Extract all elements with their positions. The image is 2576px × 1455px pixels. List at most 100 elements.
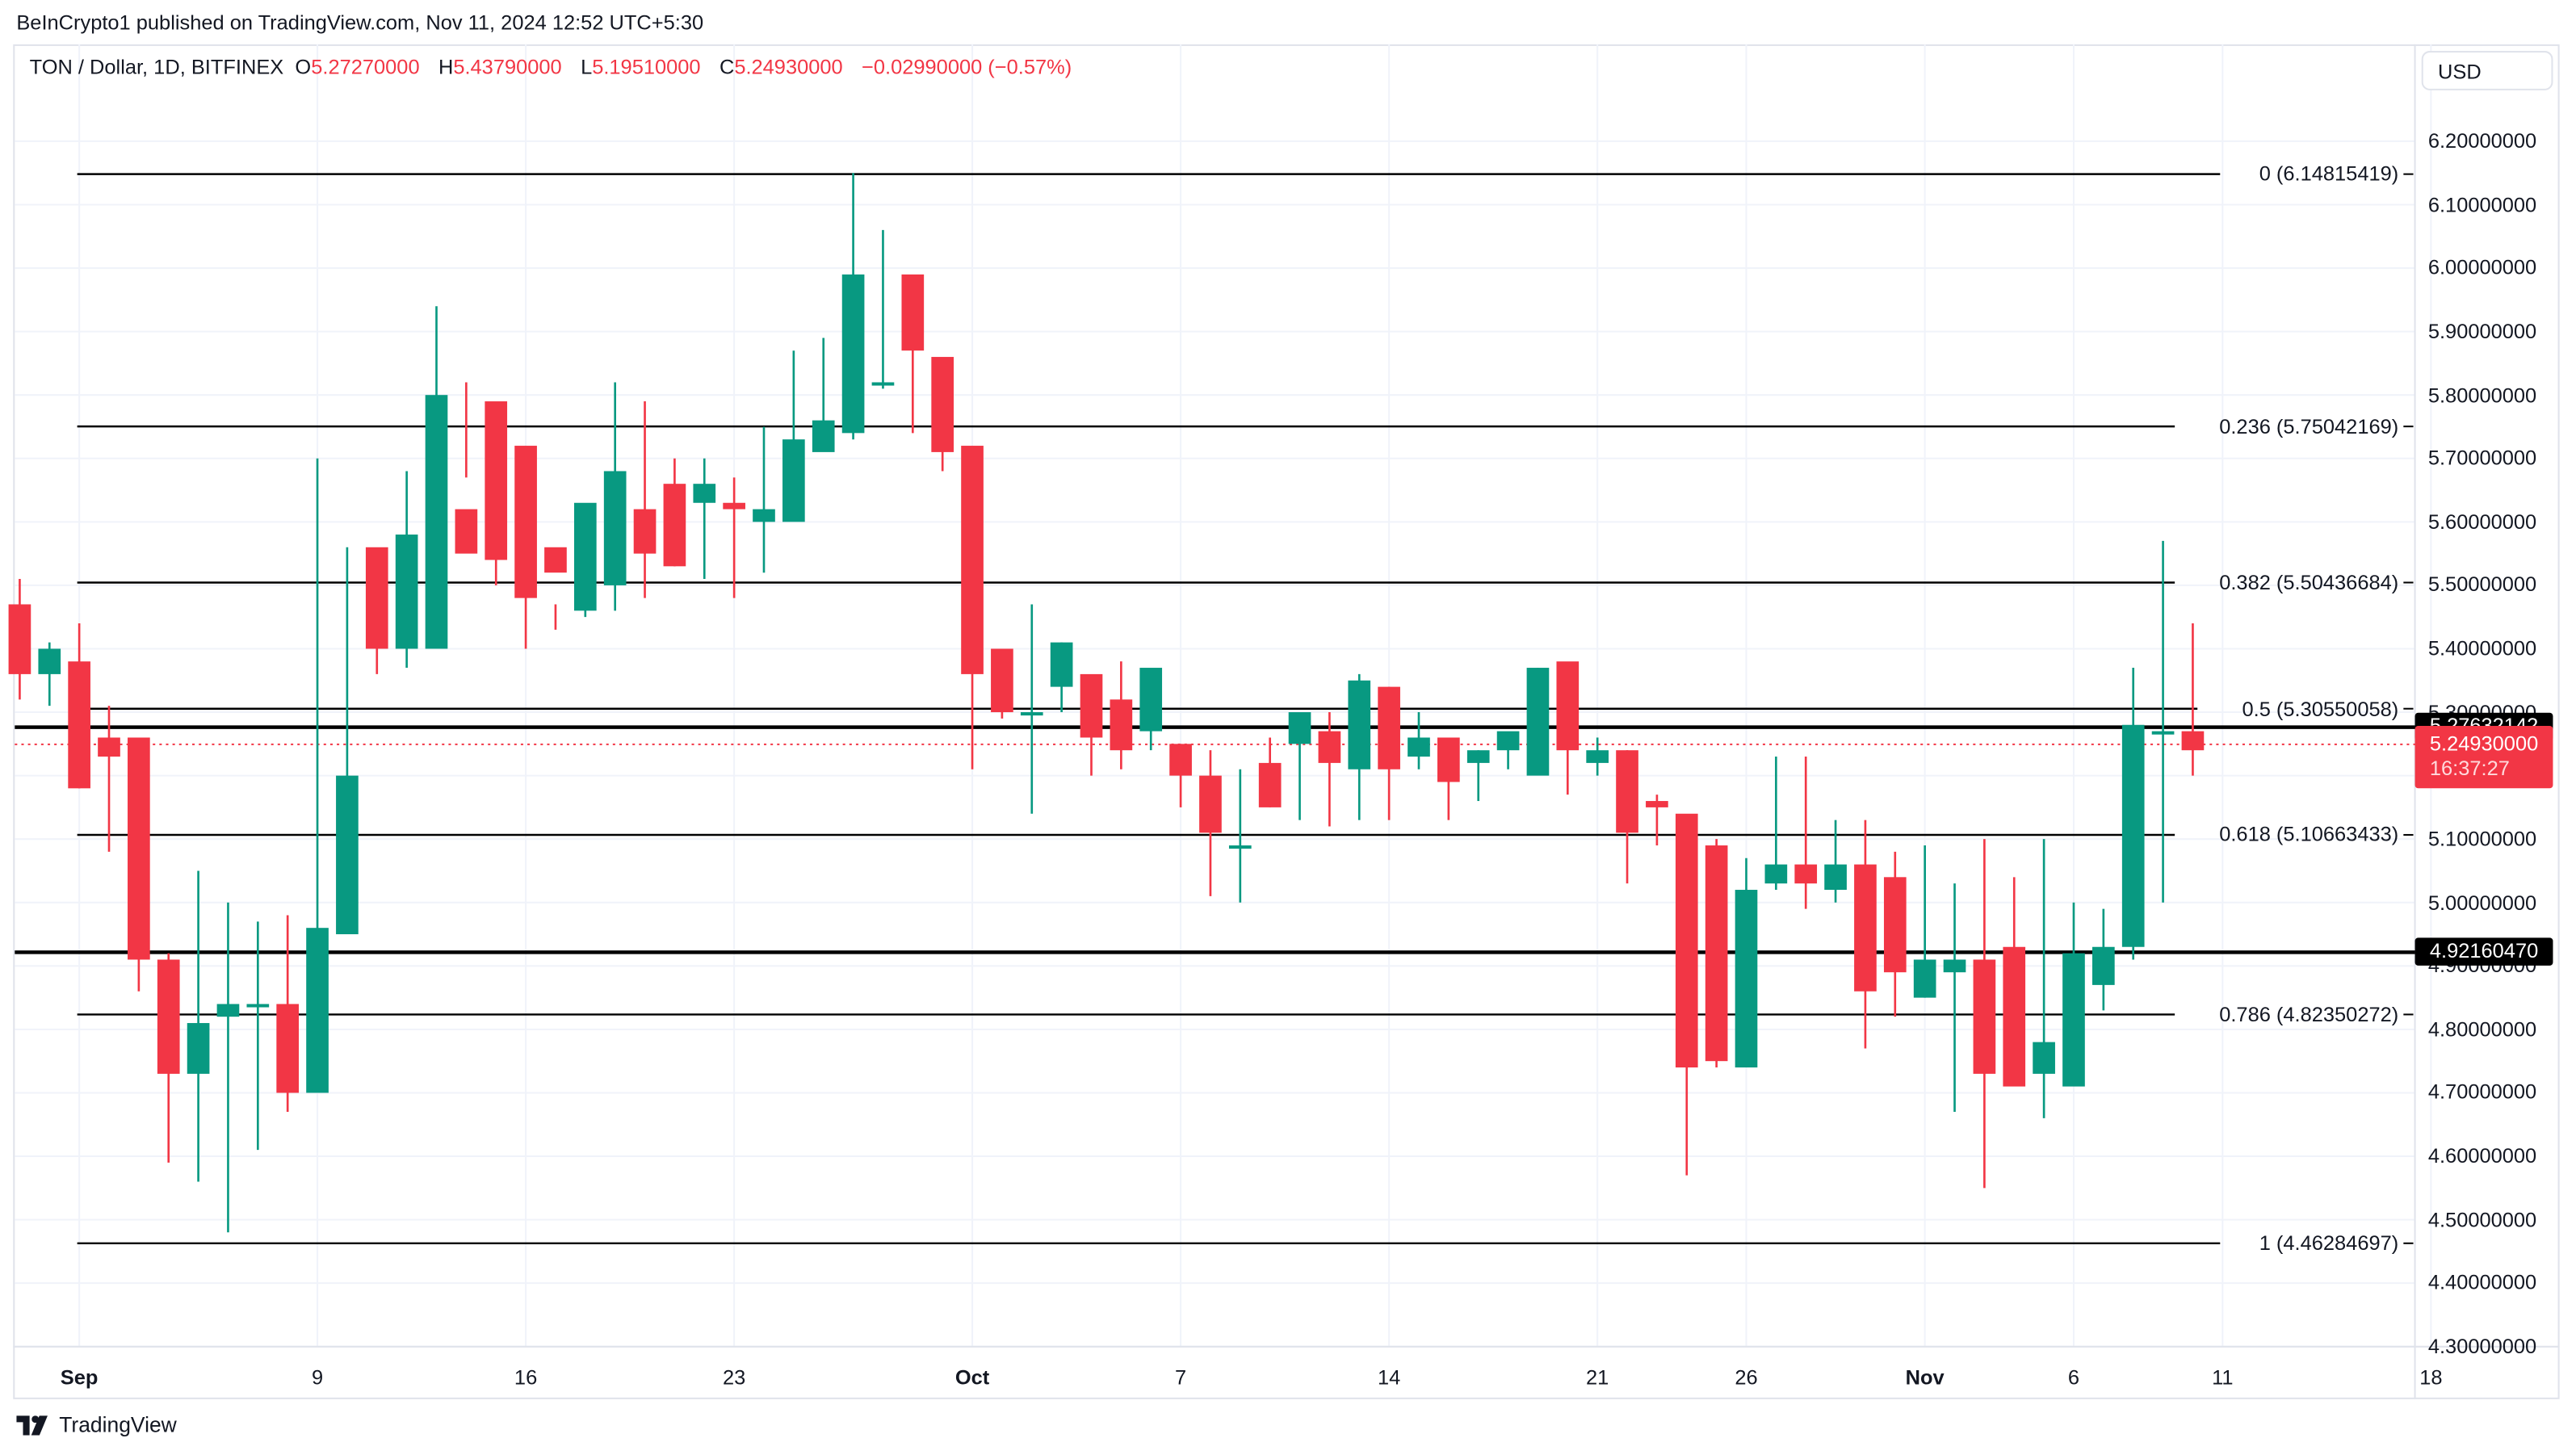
candle-body <box>544 547 567 573</box>
chart-frame <box>13 44 2560 1399</box>
price-tick: 4.70000000 <box>2427 1081 2537 1105</box>
low-value: 5.19510000 <box>592 56 701 79</box>
candle-body <box>1496 731 1520 751</box>
fib-level-label: 1 (4.46284697) <box>2259 1231 2399 1255</box>
candle-body <box>1646 801 1668 807</box>
close-label: C <box>719 56 735 79</box>
candle-body <box>1080 673 1103 738</box>
price-tick: 5.00000000 <box>2427 891 2537 914</box>
candle-body <box>1169 744 1192 776</box>
candle-body <box>1616 750 1638 833</box>
tradingview-brand: TradingView <box>59 1412 177 1437</box>
candle-body <box>2062 953 2085 1087</box>
time-tick: Sep <box>60 1366 99 1390</box>
price-tick: 5.10000000 <box>2427 827 2537 851</box>
ohlc-legend: TON / Dollar, 1D, BITFINEX O5.27270000 H… <box>30 56 1085 78</box>
candle-body <box>782 439 805 522</box>
price-tick: 6.00000000 <box>2427 256 2537 280</box>
candle-body <box>2033 1042 2055 1074</box>
candle-body <box>663 484 686 567</box>
tradingview-logo[interactable]: TradingView <box>16 1412 177 1437</box>
candle-body <box>841 274 865 434</box>
candle-body <box>1408 737 1430 757</box>
fib-level-label: 0.236 (5.75042169) <box>2219 414 2399 438</box>
price-tick: 4.60000000 <box>2427 1144 2537 1168</box>
open-value: 5.27270000 <box>311 56 420 79</box>
candle-body <box>2121 724 2145 947</box>
candle-body <box>1318 731 1341 763</box>
high-label: H <box>438 56 454 79</box>
candle-body <box>128 737 150 960</box>
candle-body <box>1110 699 1133 751</box>
price-tick: 5.40000000 <box>2427 637 2537 660</box>
time-tick: 14 <box>1377 1366 1401 1390</box>
time-tick: 11 <box>2212 1366 2234 1390</box>
candle-body <box>365 547 388 649</box>
candle-body <box>1199 775 1222 833</box>
candle-body <box>306 928 329 1093</box>
fib-level-label: 0.618 (5.10663433) <box>2219 823 2399 847</box>
currency-button[interactable]: USD <box>2421 51 2553 90</box>
candle-body <box>1139 668 1163 732</box>
candle-body <box>991 648 1013 713</box>
candle-body <box>1913 959 1936 998</box>
candle-body <box>723 502 745 509</box>
candle-body <box>1228 845 1252 849</box>
time-tick: 26 <box>1735 1366 1758 1390</box>
candle-body <box>425 395 448 649</box>
candle-body <box>395 535 418 649</box>
candle-body <box>2181 731 2205 751</box>
candle-body <box>276 1004 300 1093</box>
candle-body <box>753 509 775 522</box>
candle-body <box>157 959 180 1074</box>
candle-body <box>961 446 984 674</box>
candle-body <box>246 1004 270 1008</box>
price-tick: 4.40000000 <box>2427 1271 2537 1295</box>
fib-level-label: 0.382 (5.50436684) <box>2219 571 2399 594</box>
candle-body <box>98 737 120 757</box>
candle-body <box>573 502 597 611</box>
price-tick: 5.60000000 <box>2427 510 2537 534</box>
candle-body <box>1973 959 1996 1074</box>
candle-body <box>1556 661 1580 751</box>
candle-body <box>871 382 895 386</box>
symbol-title[interactable]: TON / Dollar, 1D, BITFINEX <box>29 56 284 79</box>
candle-body <box>187 1023 210 1074</box>
candle-body <box>812 420 835 452</box>
horizontal-line-price-tag: 4.92160470 <box>2414 938 2553 967</box>
candle-body <box>1675 813 1698 1068</box>
candle-body <box>1586 750 1609 763</box>
bar-countdown: 16:37:27 <box>2429 757 2510 781</box>
candle-body <box>1854 864 1877 992</box>
price-tick: 6.10000000 <box>2427 193 2537 216</box>
time-tick: 9 <box>311 1366 324 1390</box>
time-tick: 6 <box>2067 1366 2080 1390</box>
candle-body <box>1288 712 1311 744</box>
candle-body <box>455 509 478 554</box>
candle-body <box>1348 680 1371 769</box>
candle-body <box>693 484 716 503</box>
fib-level-label: 0 (6.14815419) <box>2259 162 2399 186</box>
price-tick: 5.50000000 <box>2427 573 2537 598</box>
candle-body <box>1378 686 1400 769</box>
candle-body <box>8 604 31 674</box>
candle-body <box>1883 877 1907 973</box>
change-value: −0.02990000 (−0.57%) <box>862 56 1072 79</box>
candle-body <box>1258 762 1282 807</box>
candle-body <box>1020 712 1043 716</box>
low-label: L <box>581 56 593 79</box>
price-tick: 6.20000000 <box>2427 129 2537 153</box>
candle-body <box>633 509 657 554</box>
price-tick: 5.80000000 <box>2427 383 2537 407</box>
tradingview-logo-icon <box>16 1415 48 1435</box>
candle-body <box>1735 890 1758 1068</box>
candle-body <box>68 661 90 789</box>
candle-body <box>931 357 954 452</box>
candle-body <box>1705 845 1728 1062</box>
publisher-line: BeInCrypto1 published on TradingView.com… <box>16 11 704 35</box>
close-value: 5.24930000 <box>734 56 843 79</box>
candle-body <box>1943 959 1966 973</box>
fib-level-label: 0.5 (5.30550058) <box>2242 697 2399 720</box>
time-tick: 18 <box>2419 1366 2443 1390</box>
